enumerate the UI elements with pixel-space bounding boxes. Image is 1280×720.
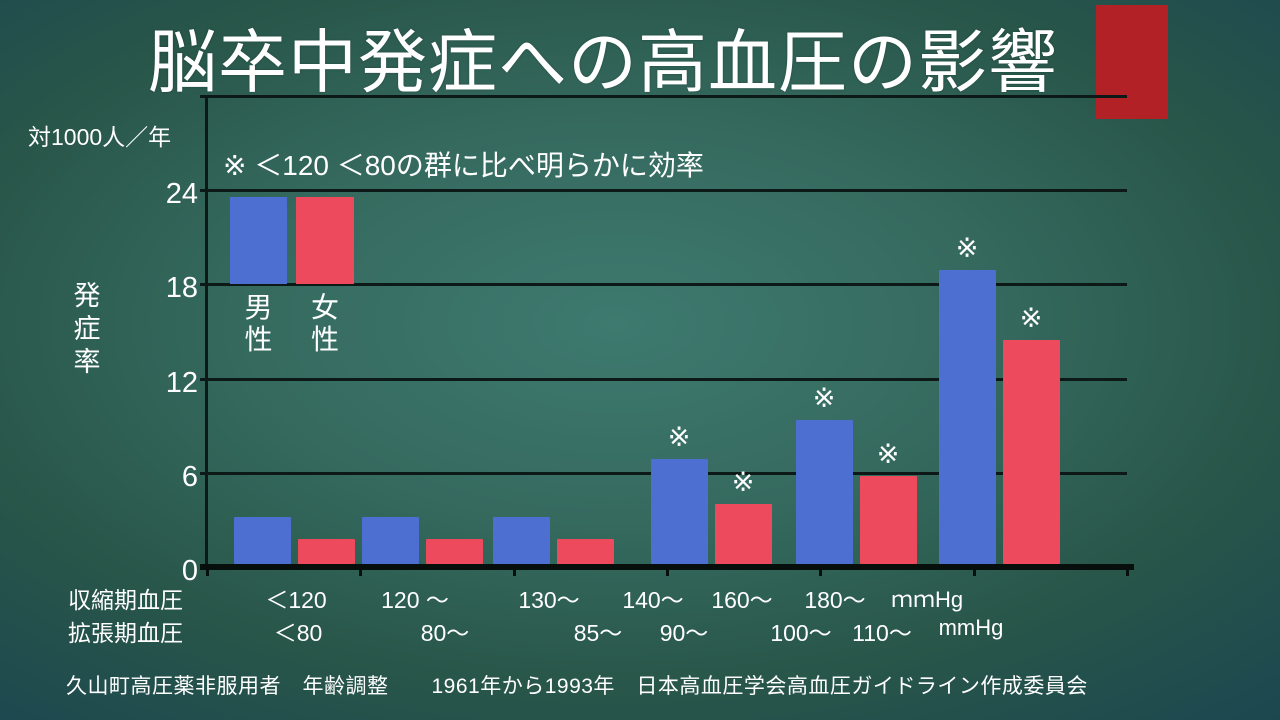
bar-male-1 (361, 516, 419, 564)
title-accent-rect (1096, 5, 1168, 119)
significance-marker: ※ (812, 382, 836, 413)
significance-marker: ※ (955, 233, 979, 264)
y-tick-label-24: 24 (165, 178, 198, 211)
y-tick-label-6: 6 (181, 460, 198, 493)
y-tick-label-0: 0 (181, 555, 198, 587)
slide-title: 脳卒中発症への高血圧の影響 (148, 24, 1058, 101)
y-unit-label: 対1000人／年 (28, 124, 172, 150)
x-axis-tick (666, 569, 669, 576)
significance-marker: ※ (876, 439, 900, 470)
significance-marker: ※ (667, 421, 691, 452)
gridline-12 (200, 377, 1127, 381)
x-tick-label: 120 ～ (381, 587, 449, 613)
x-axis-tick (1126, 569, 1129, 576)
bar-male-4 (795, 419, 853, 564)
legend-label-male: 男性 (244, 292, 273, 355)
y-tick-label-18: 18 (165, 272, 198, 305)
bar-male-5 (938, 270, 996, 564)
gridline-18 (200, 283, 1127, 287)
bar-female-3 (714, 504, 772, 564)
gridline-24 (200, 189, 1127, 193)
x-axis-tick (972, 569, 976, 576)
bar-female-0 (297, 538, 355, 564)
footer-note: 久山町高圧薬非服用者 年齢調整 1961年から1993年 日本高血圧学会高血圧ガ… (66, 675, 1088, 698)
x-axis-tick (512, 569, 516, 576)
bar-female-1 (425, 538, 483, 564)
x-tick-label: 110～ (852, 620, 912, 646)
legend-label-female: 女性 (310, 292, 339, 355)
x-axis-tick (206, 569, 209, 576)
x-tick-label: 80～ (420, 620, 470, 646)
x-tick-label: 140～ (622, 587, 684, 613)
bar-male-2 (492, 516, 550, 564)
y-axis-title: 発症率 (73, 281, 101, 377)
x-tick-label: 85～ (573, 620, 623, 646)
x-axis-tick (359, 569, 363, 576)
legend-swatch-female (296, 197, 354, 284)
bar-female-4 (859, 476, 917, 564)
x-tick-label: 90～ (659, 620, 709, 646)
bar-male-0 (233, 516, 291, 564)
x-row-label-1: 拡張期血圧 (68, 620, 183, 646)
x-tick-label: 100～ (770, 620, 832, 646)
x-unit-label-0: ｍｍHg (890, 587, 964, 612)
x-tick-label: ＜80 (273, 620, 323, 646)
x-axis-line (200, 564, 1134, 570)
x-unit-label-1: mmHg (938, 615, 1004, 640)
bar-male-3 (650, 458, 708, 564)
gridline-top (200, 95, 1127, 98)
significance-marker: ※ (731, 467, 755, 498)
legend-swatch-male (230, 197, 287, 284)
significance-marker: ※ (1019, 302, 1043, 333)
bar-female-5 (1002, 339, 1060, 564)
x-tick-label: 180～ (804, 587, 866, 613)
y-axis-line (205, 96, 208, 570)
x-tick-label: 130～ (518, 587, 580, 613)
y-tick-label-12: 12 (165, 366, 198, 399)
bar-female-2 (556, 538, 614, 564)
plot-area: ※ ＜120 ＜80の群に比べ明らかに効率 ※ ※ ※ ※ ※ ※ 男性 女性 (200, 95, 1134, 576)
annotation: ※ ＜120 ＜80の群に比べ明らかに効率 (223, 150, 704, 181)
x-tick-label: 160～ (711, 587, 773, 613)
x-tick-label: ＜120 (265, 587, 327, 613)
x-row-label-0: 収縮期血圧 (68, 587, 183, 613)
x-axis-tick (819, 569, 823, 576)
